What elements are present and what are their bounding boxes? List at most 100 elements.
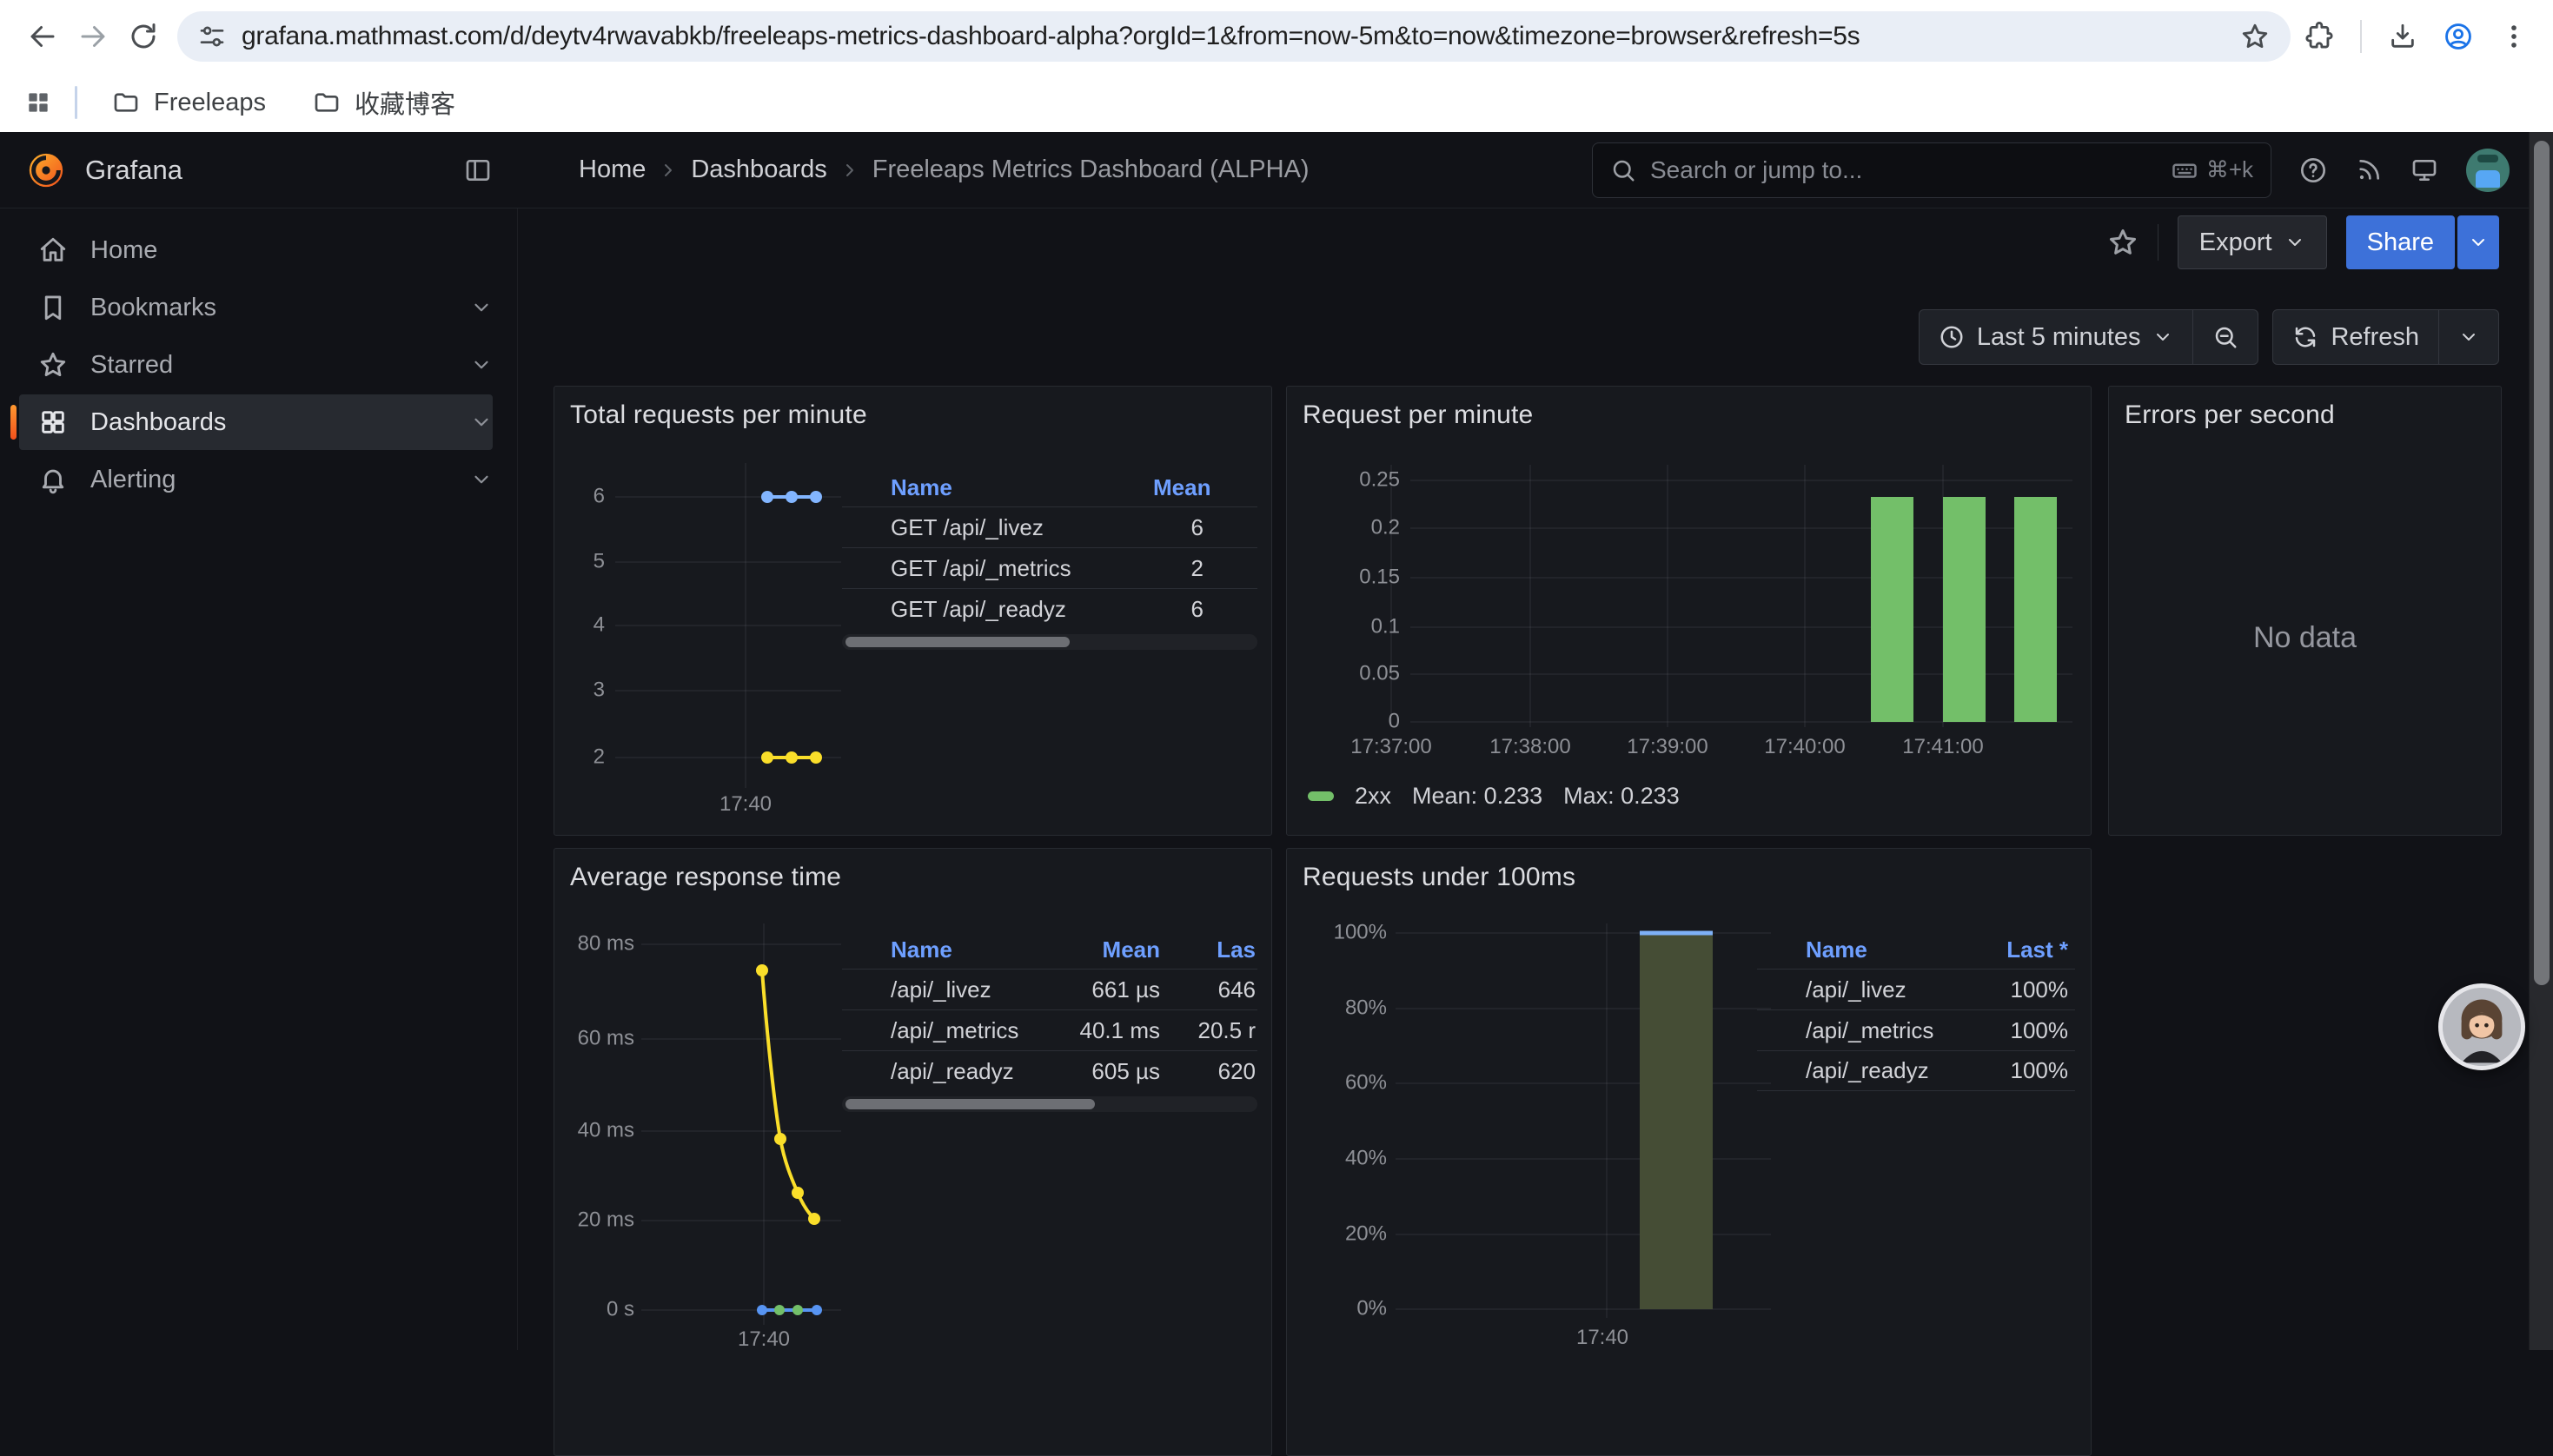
site-settings-icon[interactable]	[198, 23, 226, 50]
legend-header-name[interactable]: Name	[891, 473, 952, 500]
legend-table: Name Mean GET /api/_livez 6 GET /api/_me…	[842, 468, 1257, 650]
chevron-right-icon	[658, 160, 679, 181]
share-button[interactable]: Share	[2345, 215, 2455, 269]
page-scrollbar[interactable]	[2529, 132, 2553, 1350]
legend-scrollbar[interactable]	[842, 634, 1257, 650]
zoom-out-button[interactable]	[2192, 310, 2258, 364]
url-bar[interactable]: grafana.mathmast.com/d/deytv4rwavabkb/fr…	[177, 11, 2291, 62]
chart-canvas[interactable]: 100% 80% 60% 40% 20% 0% 17:40	[1297, 910, 1784, 1354]
legend-row[interactable]: /api/_livez 661 µs 646	[842, 969, 1257, 1009]
chevron-down-icon[interactable]	[470, 411, 493, 433]
bookmark-folder-blogs[interactable]: 收藏博客	[301, 79, 467, 126]
legend-header-last[interactable]: Last *	[2006, 936, 2068, 963]
svg-text:20%: 20%	[1345, 1221, 1387, 1245]
apps-grid-icon[interactable]	[24, 89, 52, 116]
legend-header-name[interactable]: Name	[1806, 936, 1867, 963]
refresh-interval-dropdown[interactable]	[2438, 310, 2498, 364]
refresh-button[interactable]: Refresh	[2273, 310, 2438, 364]
search-placeholder: Search or jump to...	[1650, 156, 1863, 183]
chart-canvas[interactable]: 80 ms 60 ms 40 ms 20 ms 0 s 17:40	[565, 910, 845, 1354]
news-feed-icon[interactable]	[2355, 156, 2383, 184]
brand-name[interactable]: Grafana	[85, 154, 183, 185]
url-text[interactable]: grafana.mathmast.com/d/deytv4rwavabkb/fr…	[242, 22, 1860, 50]
legend-header-mean[interactable]: Mean	[1102, 936, 1160, 963]
legend-row[interactable]: /api/_livez 100%	[1757, 969, 2075, 1009]
profile-icon[interactable]	[2444, 22, 2473, 51]
folder-icon	[313, 89, 341, 116]
forward-button[interactable]	[68, 11, 118, 62]
chart-canvas[interactable]: 6 5 4 3 2 17:40	[565, 447, 845, 821]
svg-text:80 ms: 80 ms	[578, 931, 634, 955]
panel-title[interactable]: Requests under 100ms	[1303, 863, 1576, 891]
kiosk-monitor-icon[interactable]	[2410, 156, 2438, 184]
search-input[interactable]: Search or jump to... ⌘+k	[1592, 142, 2271, 198]
sidebar-item-label: Home	[90, 235, 158, 264]
bookmark-star-icon[interactable]	[2240, 22, 2270, 51]
panel-title[interactable]: Average response time	[570, 863, 842, 891]
sidebar-item-bookmarks[interactable]: Bookmarks	[19, 280, 493, 335]
legend-mean: Mean: 0.233	[1412, 783, 1543, 809]
reload-button[interactable]	[118, 11, 169, 62]
grafana-logo-icon[interactable]	[26, 150, 66, 190]
svg-text:0.1: 0.1	[1371, 614, 1400, 638]
legend-header-mean[interactable]: Mean	[1153, 473, 1211, 500]
breadcrumb-home[interactable]: Home	[579, 156, 647, 183]
time-range-picker[interactable]: Last 5 minutes	[1920, 310, 2193, 364]
sidebar-item-home[interactable]: Home	[19, 222, 493, 278]
chevron-down-icon[interactable]	[470, 468, 493, 491]
breadcrumb: Home Dashboards Freeleaps Metrics Dashbo…	[579, 156, 1310, 184]
sidebar-item-dashboards[interactable]: Dashboards	[10, 394, 493, 450]
svg-text:80%: 80%	[1345, 996, 1387, 1019]
legend-header-name[interactable]: Name	[891, 936, 952, 963]
search-icon	[1610, 157, 1636, 183]
legend-series-name[interactable]: 2xx	[1355, 783, 1392, 809]
brand-area: Grafana	[0, 132, 518, 208]
bookmark-folder-freeleaps[interactable]: Freeleaps	[100, 83, 278, 122]
chevron-down-icon[interactable]	[470, 296, 493, 319]
svg-text:20 ms: 20 ms	[578, 1208, 634, 1231]
scrollbar-thumb[interactable]	[2534, 141, 2550, 985]
help-icon[interactable]	[2299, 156, 2327, 184]
export-button[interactable]: Export	[2177, 215, 2327, 269]
sidebar-item-starred[interactable]: Starred	[19, 337, 493, 393]
user-avatar[interactable]	[2466, 148, 2510, 192]
legend-row[interactable]: GET /api/_readyz 6	[842, 588, 1257, 629]
back-icon	[27, 21, 58, 52]
download-icon[interactable]	[2388, 22, 2417, 51]
share-dropdown-button[interactable]	[2457, 215, 2499, 269]
svg-text:17:38:00: 17:38:00	[1489, 735, 1570, 758]
sidebar-nav: Home Bookmarks Starred Dashboards Alerti…	[0, 208, 518, 1350]
svg-text:3: 3	[593, 678, 605, 701]
bookmarks-divider	[75, 86, 77, 119]
sidebar-toggle-icon[interactable]	[464, 156, 492, 184]
bell-icon	[38, 465, 68, 494]
legend-row[interactable]: GET /api/_livez 6	[842, 506, 1257, 547]
legend-row[interactable]: /api/_readyz 100%	[1757, 1050, 2075, 1091]
extensions-icon[interactable]	[2304, 22, 2334, 51]
series-swatch	[1308, 791, 1334, 801]
browser-menu-icon[interactable]	[2499, 22, 2529, 51]
floating-assistant-avatar[interactable]	[2438, 983, 2525, 1070]
breadcrumb-dashboards[interactable]: Dashboards	[691, 156, 827, 183]
panel-title[interactable]: Errors per second	[2125, 400, 2335, 429]
panel-average-response-time: Average response time 80 ms 60 ms 40 ms …	[554, 848, 1272, 1456]
time-range-group: Last 5 minutes	[1918, 309, 2259, 365]
chart-canvas[interactable]: 0.25 0.2 0.15 0.1 0.05 0 17:37:00 17:38:…	[1297, 447, 2079, 783]
legend-row[interactable]: GET /api/_metrics 2	[842, 547, 1257, 588]
svg-text:0.25: 0.25	[1359, 467, 1400, 491]
panel-title[interactable]: Request per minute	[1303, 400, 1534, 429]
back-button[interactable]	[17, 11, 68, 62]
chevron-down-icon[interactable]	[470, 354, 493, 376]
legend-row[interactable]: /api/_readyz 605 µs 620	[842, 1050, 1257, 1091]
legend-header-last[interactable]: Las	[1217, 936, 1256, 963]
panel-requests-under-100ms: Requests under 100ms 100% 80% 60% 40% 20…	[1286, 848, 2092, 1456]
legend-row[interactable]: /api/_metrics 100%	[1757, 1009, 2075, 1050]
reload-icon	[128, 21, 159, 52]
panel-title[interactable]: Total requests per minute	[570, 400, 867, 429]
favorite-dashboard-star-icon[interactable]	[2107, 227, 2139, 258]
sidebar-item-label: Bookmarks	[90, 293, 217, 321]
legend-scrollbar[interactable]	[842, 1096, 1257, 1112]
sidebar-item-alerting[interactable]: Alerting	[19, 452, 493, 507]
legend-inline: 2xx Mean: 0.233 Max: 0.233	[1308, 783, 1680, 810]
legend-row[interactable]: /api/_metrics 40.1 ms 20.5 r	[842, 1009, 1257, 1050]
